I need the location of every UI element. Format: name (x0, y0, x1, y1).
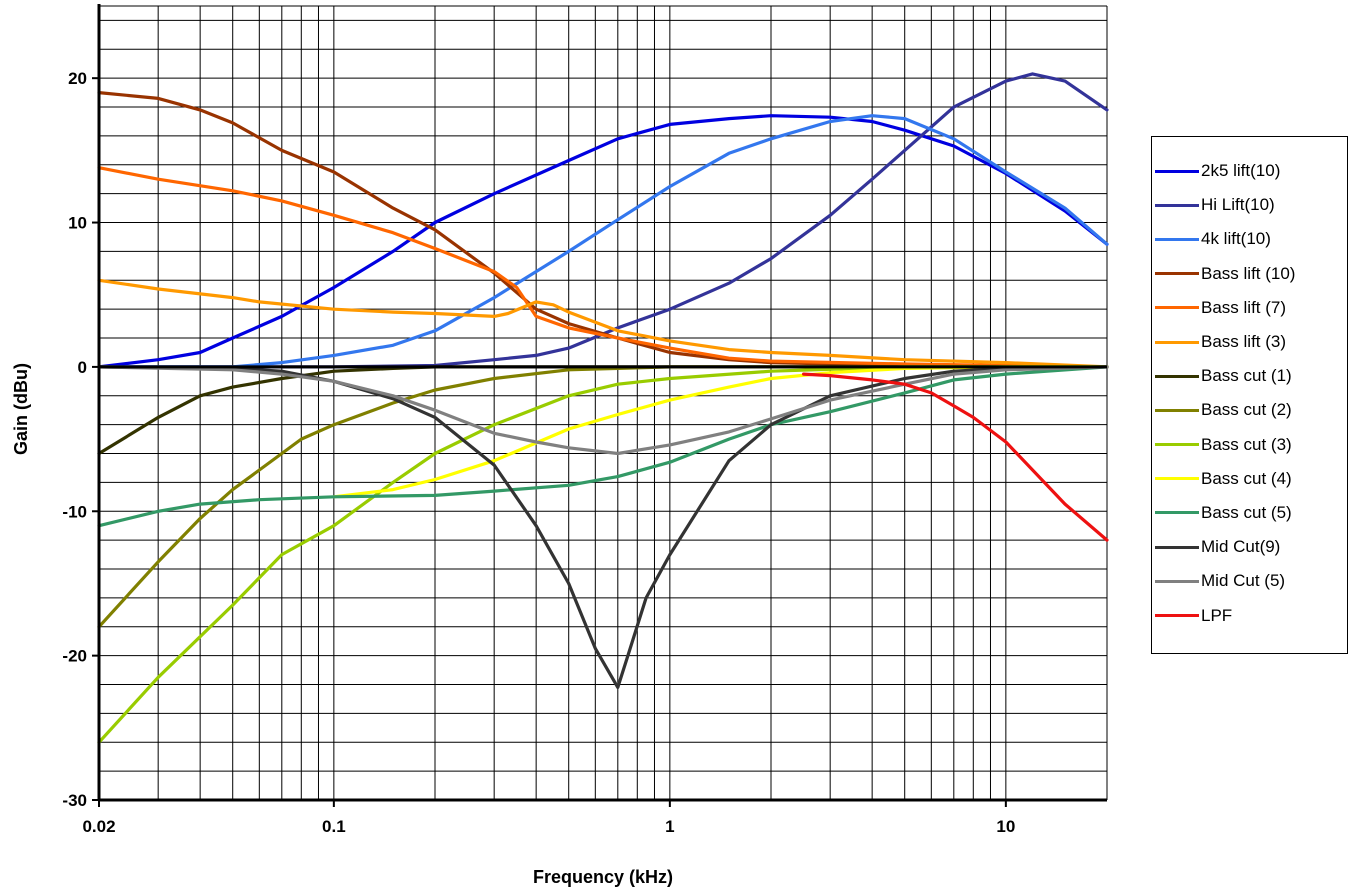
legend-item: 4k lift(10) (1152, 222, 1347, 256)
y-tick-label: -20 (62, 647, 87, 666)
gridlines (99, 5, 1108, 800)
legend-item: Bass cut (4) (1152, 462, 1347, 496)
legend-item: Mid Cut(9) (1152, 530, 1347, 564)
legend-label: Bass cut (1) (1201, 366, 1292, 386)
legend-item: Bass cut (1) (1152, 359, 1347, 393)
y-tick-label: 20 (68, 69, 87, 88)
legend-swatch (1155, 545, 1199, 549)
legend-swatch (1155, 477, 1199, 481)
y-tick-label: -30 (62, 791, 87, 810)
x-tick-label: 0.02 (82, 817, 115, 836)
series-line-bass-cut-3 (97, 365, 1109, 744)
legend-item: Hi Lift(10) (1152, 188, 1347, 222)
legend-item: 2k5 lift(10) (1152, 154, 1347, 188)
legend-item: Bass lift (10) (1152, 257, 1347, 291)
series-line-lpf (802, 372, 1109, 542)
series-line-bass-lift-3 (97, 278, 1109, 369)
series-line-bass-lift-7 (97, 166, 1109, 369)
legend-label: Mid Cut (5) (1201, 571, 1286, 591)
legend-label: Bass cut (3) (1201, 434, 1292, 454)
legend-swatch (1155, 169, 1199, 173)
legend-label: Bass lift (3) (1201, 332, 1287, 352)
legend-label: 2k5 lift(10) (1201, 161, 1281, 181)
x-tick-label: 1 (665, 817, 674, 836)
series-lines (97, 72, 1109, 744)
y-tick-label: 10 (68, 214, 87, 233)
series-line-2k5-lift-10 (97, 114, 1109, 369)
axes (92, 4, 1107, 807)
legend-item: Bass cut (2) (1152, 393, 1347, 427)
legend-label: Bass cut (4) (1201, 468, 1292, 488)
series-line-mid-cut-9 (97, 365, 1109, 689)
y-tick-label: -10 (62, 502, 87, 521)
y-tick-label: 0 (78, 358, 87, 377)
legend-swatch (1155, 614, 1199, 618)
legend-swatch (1155, 340, 1199, 344)
legend-swatch (1155, 374, 1199, 378)
legend-swatch (1155, 237, 1199, 241)
legend-label: Mid Cut(9) (1201, 537, 1281, 557)
y-axis-title: Gain (dBu) (11, 363, 31, 455)
legend-label: Bass lift (10) (1201, 263, 1296, 283)
legend-label: 4k lift(10) (1201, 229, 1271, 249)
legend-swatch (1155, 306, 1199, 310)
tick-labels: -30 -20 -10 0 10 20 0.02 0.1 1 10 (62, 69, 1015, 836)
series-line-bass-cut-5 (97, 365, 1109, 528)
series-line-mid-cut-5 (97, 365, 1109, 456)
legend-label: Bass cut (5) (1201, 502, 1292, 522)
legend-label: Hi Lift(10) (1201, 195, 1275, 215)
x-tick-label: 10 (996, 817, 1015, 836)
legend-label: Bass lift (7) (1201, 297, 1287, 317)
legend-label: LPF (1201, 605, 1233, 625)
legend-item: Bass lift (7) (1152, 291, 1347, 325)
legend-swatch (1155, 511, 1199, 515)
legend-swatch (1155, 443, 1199, 447)
legend-swatch (1155, 408, 1199, 412)
legend-swatch (1155, 272, 1199, 276)
legend-item: Bass lift (3) (1152, 325, 1347, 359)
legend-label: Bass cut (2) (1201, 400, 1292, 420)
legend-item: Bass cut (3) (1152, 428, 1347, 462)
x-tick-label: 0.1 (322, 817, 346, 836)
legend-item: Bass cut (5) (1152, 496, 1347, 530)
legend-item: LPF (1152, 598, 1347, 632)
x-axis-title: Frequency (kHz) (533, 867, 673, 887)
legend: 2k5 lift(10) Hi Lift(10) 4k lift(10) Bass l… (1151, 136, 1348, 654)
legend-swatch (1155, 203, 1199, 207)
legend-item: Mid Cut (5) (1152, 564, 1347, 598)
series-line-4k-lift-10 (97, 114, 1109, 369)
series-line-hi-lift-10 (97, 72, 1109, 369)
series-line-bass-cut-2 (97, 365, 1109, 629)
legend-swatch (1155, 579, 1199, 583)
